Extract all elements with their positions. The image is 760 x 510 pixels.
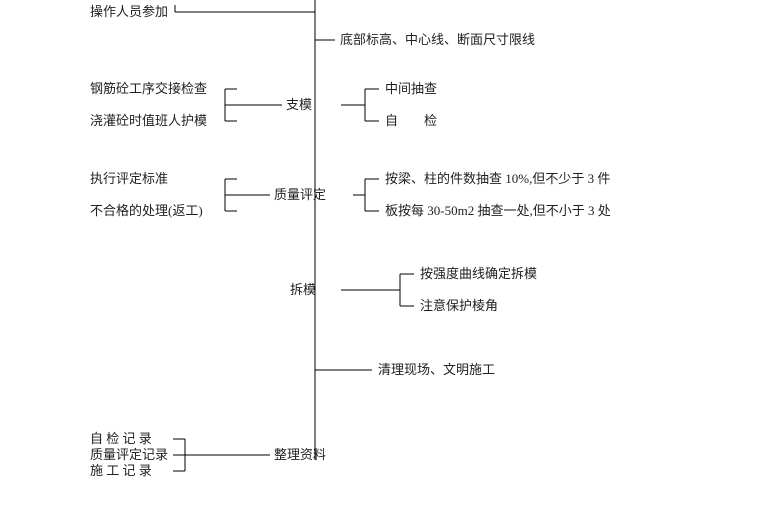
label-zhimu-right-top: 中间抽查 bbox=[385, 81, 437, 96]
label-zhimu-left-bottom: 浇灌砼时值班人护模 bbox=[90, 113, 207, 128]
label-cm-right-top: 按强度曲线确定拆模 bbox=[420, 266, 537, 281]
label-zl-right-top: 按梁、柱的件数抽查 10%,但不少于 3 件 bbox=[385, 171, 610, 186]
node-zhengli: 整理资料 bbox=[274, 447, 326, 462]
label-right-baseline: 底部标高、中心线、断面尺寸限线 bbox=[340, 32, 535, 47]
label-zl-left-bottom: 不合格的处理(返工) bbox=[90, 203, 203, 218]
node-chaimo: 拆模 bbox=[290, 282, 316, 297]
label-qingli-right: 清理现场、文明施工 bbox=[378, 362, 495, 377]
label-zl-right-bottom: 板按每 30-50m2 抽查一处,但不小于 3 处 bbox=[385, 203, 611, 218]
label-zli-left-bottom: 施 工 记 录 bbox=[90, 463, 152, 478]
label-zli-left-mid: 质量评定记录 bbox=[90, 447, 168, 462]
label-left-operators: 操作人员参加 bbox=[90, 4, 168, 19]
node-zhiliang: 质量评定 bbox=[274, 187, 326, 202]
label-zli-left-top: 自 检 记 录 bbox=[90, 431, 152, 446]
label-cm-right-bottom: 注意保护棱角 bbox=[420, 298, 498, 313]
flowchart-canvas: 操作人员参加底部标高、中心线、断面尺寸限线支模 钢筋砼工序交接检查浇灌砼时值班人护… bbox=[0, 0, 760, 510]
label-zhimu-right-bottom: 自 检 bbox=[385, 113, 437, 128]
node-zhimu: 支模 bbox=[286, 97, 312, 112]
label-zl-left-top: 执行评定标准 bbox=[90, 171, 168, 186]
label-zhimu-left-top: 钢筋砼工序交接检查 bbox=[90, 81, 207, 96]
